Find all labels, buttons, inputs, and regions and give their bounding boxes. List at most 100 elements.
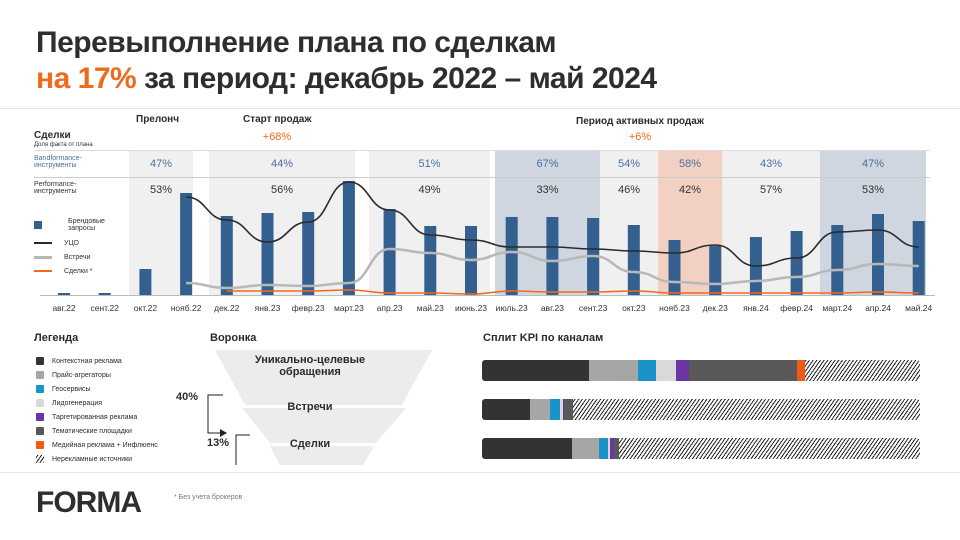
x-tick-label: июль.23 — [496, 303, 528, 313]
legend-label: Лидогенерация — [52, 399, 103, 407]
legend-label: Прайс-агрегаторы — [52, 371, 111, 379]
kpi-segment — [614, 438, 619, 459]
kpi-segment-nonad — [618, 438, 920, 459]
bar — [872, 214, 884, 295]
x-tick-label: май.23 — [417, 303, 444, 313]
legend-deals: Сделки * — [64, 267, 93, 275]
funnel-title: Воронка — [210, 332, 257, 344]
x-tick-label: май.24 — [905, 303, 932, 313]
legend-swatch — [36, 427, 44, 435]
bar — [261, 213, 274, 295]
series-line-3 — [226, 289, 919, 295]
legend-item: Геосервисы — [36, 382, 158, 396]
series-line-2 — [186, 247, 919, 290]
legend-label: Контекстная реклама — [52, 357, 122, 365]
x-tick-label: авг.22 — [52, 303, 75, 313]
x-tick-label: янв.23 — [255, 303, 281, 313]
row-label-bandformance: Bandformance-инструменты — [34, 155, 82, 169]
bar — [383, 209, 396, 295]
kpi-segment — [607, 438, 610, 459]
forma-logo: FORMA — [36, 486, 142, 519]
kpi-segment — [562, 399, 564, 420]
legend-swatch — [36, 399, 44, 407]
legend-label: Таргетированная реклама — [52, 413, 138, 421]
phase-start-pct: +68% — [262, 131, 292, 143]
period-band — [209, 150, 355, 295]
performance-pct: 53% — [861, 184, 885, 196]
kpi-segment — [676, 360, 690, 381]
x-tick-label: апр.24 — [865, 303, 891, 313]
bar — [790, 231, 803, 295]
legend-label: Нерекламные источники — [52, 455, 133, 463]
kpi-segment — [571, 438, 599, 459]
legend-title: Легенда — [34, 332, 79, 344]
legend-swatch — [36, 385, 44, 393]
bandformance-pct: 67% — [536, 158, 559, 170]
x-tick-label: окт.23 — [622, 303, 646, 313]
x-tick-label: авг.23 — [541, 303, 564, 313]
x-tick-label: нояб.22 — [171, 303, 202, 313]
kpi-segment — [797, 360, 806, 381]
phase-prelaunch: Прелонч — [136, 114, 180, 125]
bar — [912, 221, 925, 295]
kpi-bar — [482, 438, 920, 459]
kpi-segment — [563, 399, 573, 420]
performance-pct: 56% — [270, 184, 294, 196]
funnel-graphic — [207, 350, 432, 465]
divider — [34, 150, 930, 151]
bar — [831, 225, 844, 295]
legend-item: Медийная реклама + Инфлюенс — [36, 438, 158, 452]
funnel-stage-1 — [215, 350, 432, 405]
legend-label: Геосервисы — [52, 385, 91, 393]
legend-uco: УЦО — [64, 239, 79, 247]
kpi-bar — [482, 360, 920, 381]
funnel-stage-3 — [270, 446, 374, 465]
x-tick-label: март.23 — [334, 303, 364, 313]
legend-swatch — [36, 371, 44, 379]
divider — [34, 177, 930, 178]
kpi-segment — [482, 438, 572, 459]
title-line-2: на 17% за период: декабрь 2022 – май 202… — [36, 62, 657, 96]
x-tick-label: июнь.23 — [455, 303, 487, 313]
kpi-segment — [689, 360, 798, 381]
bar — [139, 269, 152, 295]
line-swatch — [34, 242, 52, 244]
legend-item: Таргетированная реклама — [36, 410, 158, 424]
legend-bars: Брендовые запросы — [68, 218, 105, 232]
bandformance-pct: 51% — [418, 158, 441, 170]
legend-item: Контекстная реклама — [36, 354, 158, 368]
x-tick-label: сент.22 — [90, 303, 119, 313]
bar — [220, 216, 233, 295]
divider-top — [0, 108, 960, 109]
bar-swatch — [34, 221, 42, 229]
line-swatch — [34, 270, 52, 272]
legend-item: Нерекламные источники — [36, 452, 158, 466]
kpi-segment — [609, 438, 615, 459]
series-line-1 — [186, 181, 919, 267]
bar — [424, 226, 437, 295]
line-swatch — [34, 255, 52, 259]
x-tick-label: сент.23 — [579, 303, 608, 313]
kpi-bar — [482, 399, 920, 420]
kpi-segment — [598, 438, 608, 459]
kpi-segment — [637, 360, 656, 381]
bar — [546, 217, 559, 295]
funnel-stage-2 — [242, 408, 406, 443]
x-tick-label: окт.22 — [134, 303, 158, 313]
conversion-1: 40% — [176, 391, 199, 403]
title-rest: за период: декабрь 2022 – май 2024 — [136, 62, 657, 95]
x-tick-label: дек.23 — [703, 303, 728, 313]
kpi-segment — [530, 399, 551, 420]
conv-arrow-1 — [207, 394, 223, 434]
arrow-icon — [220, 429, 227, 437]
legend-label: Тематические площадки — [52, 427, 132, 435]
legend-swatch — [36, 455, 44, 463]
kpi-segment — [550, 399, 561, 420]
title-accent: на 17% — [36, 62, 137, 95]
title-line-1: Перевыполнение плана по сделкам — [36, 26, 557, 59]
performance-pct: 49% — [418, 184, 441, 196]
bandformance-pct: 54% — [617, 158, 641, 170]
channel-legend: Контекстная реклама Прайс-агрегаторы Геосе… — [36, 354, 158, 466]
performance-pct: 46% — [617, 184, 641, 196]
